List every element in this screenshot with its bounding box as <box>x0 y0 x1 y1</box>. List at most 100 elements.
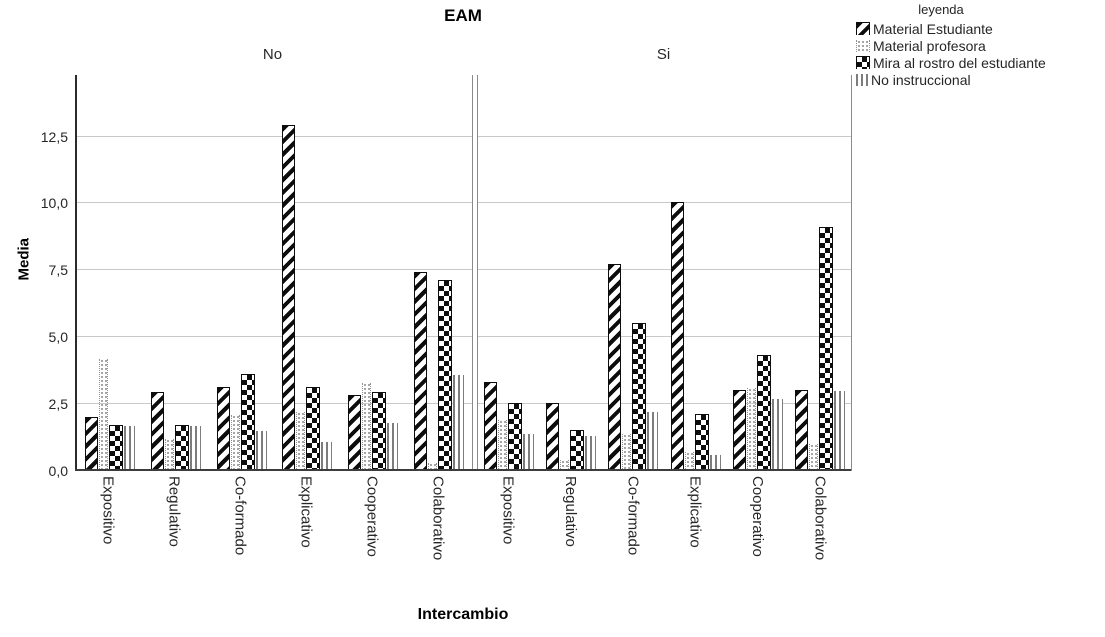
x-label-cell: Expositivo <box>477 476 539 586</box>
legend-item: No instruccional <box>856 71 1104 88</box>
vertical-lines-swatch-icon <box>856 73 868 86</box>
x-label-cell: Regulativo <box>539 476 601 586</box>
gridline <box>77 336 472 338</box>
bar-No-Cooperativo-series3 <box>372 392 387 471</box>
y-tick-label: 12,5 <box>40 128 68 145</box>
y-tick-label: 0,0 <box>48 463 68 479</box>
bar-Si-Colaborativo-series3 <box>818 226 833 471</box>
x-label-cell: Colaborativo <box>789 476 851 586</box>
y-tick-label: 2,5 <box>48 396 68 413</box>
x-label-cell: Regulativo <box>141 476 207 586</box>
x-label-cell: Colaborativo <box>405 476 471 586</box>
x-tick-label: Regulativo <box>561 476 579 547</box>
bar-No-Colaborativo-series1 <box>414 272 428 471</box>
x-tick-label: Cooperativo <box>363 476 381 557</box>
x-tick-label: Expositivo <box>499 476 517 545</box>
bar-Si-Cooperativo-series1 <box>732 389 746 471</box>
bar-groups <box>478 75 851 471</box>
bar-Si-Explicativo-series2 <box>684 452 694 471</box>
panel-header-Si: Si <box>656 46 671 63</box>
bar-No-Explicativo-series3 <box>306 387 321 471</box>
bar-Si-Co-formado-series2 <box>622 433 632 471</box>
bar-Si-Expositivo-series4 <box>523 433 535 471</box>
bar-group-Cooperativo <box>727 75 789 471</box>
x-label-cell: Cooperativo <box>726 476 788 586</box>
x-tick-label: Explicativo <box>686 476 704 548</box>
bar-No-Regulativo-series2 <box>164 438 174 471</box>
bar-Si-Cooperativo-series3 <box>756 354 771 471</box>
bar-group-Co-formado <box>209 75 275 471</box>
gridline <box>77 202 472 204</box>
bar-No-Cooperativo-series2 <box>362 382 372 471</box>
bar-Si-Co-formado-series3 <box>632 322 647 471</box>
bar-group-Colaborativo <box>789 75 851 471</box>
gridline <box>478 403 851 405</box>
bar-No-Explicativo-series1 <box>282 124 296 471</box>
bar-Si-Explicativo-series4 <box>709 454 721 471</box>
bar-No-Expositivo-series1 <box>84 416 98 471</box>
checkerboard-swatch-icon <box>856 56 870 69</box>
bar-groups <box>77 75 472 471</box>
panel-Si <box>477 75 852 471</box>
bar-Si-Regulativo-series1 <box>546 403 560 471</box>
bar-Si-Expositivo-series3 <box>508 403 523 471</box>
bar-No-Co-formado-series2 <box>230 414 240 471</box>
legend-item-label: Material profesora <box>873 37 986 54</box>
gridline <box>478 202 851 204</box>
bar-No-Explicativo-series2 <box>296 412 306 471</box>
y-axis-ticks: 0,0 2,5 5,0 7,5 10,0 12,5 <box>0 75 68 479</box>
x-label-cell: Co-formado <box>207 476 273 586</box>
x-label-cell: Explicativo <box>273 476 339 586</box>
bar-Si-Colaborativo-series2 <box>808 444 818 471</box>
bar-Si-Regulativo-series2 <box>560 460 570 471</box>
bar-No-Regulativo-series1 <box>150 392 164 471</box>
bar-No-Explicativo-series4 <box>321 441 333 471</box>
legend-item: Material Estudiante <box>856 20 1104 37</box>
x-labels-No: Expositivo Regulativo Co-formado Explicativ… <box>75 476 471 586</box>
gridline <box>478 336 851 338</box>
bar-group-Explicativo <box>665 75 727 471</box>
x-tick-label: Colaborativo <box>429 476 447 561</box>
legend-item: Mira al rostro del estudiante <box>856 54 1104 71</box>
y-tick-label: 7,5 <box>48 262 68 279</box>
legend-title: leyenda <box>918 2 964 17</box>
bar-Si-Expositivo-series2 <box>498 420 508 471</box>
bar-group-Regulativo <box>540 75 602 471</box>
bar-Si-Regulativo-series3 <box>570 429 585 471</box>
bar-No-Colaborativo-series3 <box>438 280 453 471</box>
bar-No-Regulativo-series3 <box>174 424 189 471</box>
chart-title: EAM <box>444 6 482 25</box>
legend-item-label: Material Estudiante <box>873 20 993 37</box>
bar-group-Explicativo <box>274 75 340 471</box>
bar-No-Expositivo-series2 <box>98 358 108 471</box>
x-labels-Si: Expositivo Regulativo Co-formado Explicativ… <box>477 476 851 586</box>
bar-group-Expositivo <box>77 75 143 471</box>
bar-group-Cooperativo <box>340 75 406 471</box>
bar-No-Regulativo-series4 <box>189 425 201 471</box>
legend-item: Material profesora <box>856 37 1104 54</box>
bar-No-Co-formado-series3 <box>240 373 255 471</box>
plot-area <box>0 75 1105 471</box>
y-tick-label: 5,0 <box>48 329 68 346</box>
x-axis-label: Intercambio <box>417 606 509 623</box>
x-tick-label: Expositivo <box>99 476 117 545</box>
gridline <box>478 269 851 271</box>
x-label-cell: Cooperativo <box>339 476 405 586</box>
gridline <box>478 135 851 137</box>
bar-Si-Colaborativo-series1 <box>794 389 808 471</box>
legend: leyenda Material Estudiante Material prof… <box>856 2 1104 88</box>
bar-No-Cooperativo-series4 <box>387 422 399 471</box>
y-tick-label: 10,0 <box>40 195 68 212</box>
bar-Si-Colaborativo-series4 <box>833 390 845 471</box>
bar-No-Expositivo-series4 <box>123 425 135 471</box>
gridline <box>77 269 472 271</box>
x-tick-label: Regulativo <box>165 476 183 547</box>
bar-No-Colaborativo-series2 <box>428 462 438 471</box>
bar-Si-Cooperativo-series4 <box>771 398 783 471</box>
bar-group-Co-formado <box>602 75 664 471</box>
bar-group-Regulativo <box>143 75 209 471</box>
bar-Si-Co-formado-series1 <box>608 263 622 471</box>
x-label-cell: Co-formado <box>602 476 664 586</box>
bar-group-Expositivo <box>478 75 540 471</box>
